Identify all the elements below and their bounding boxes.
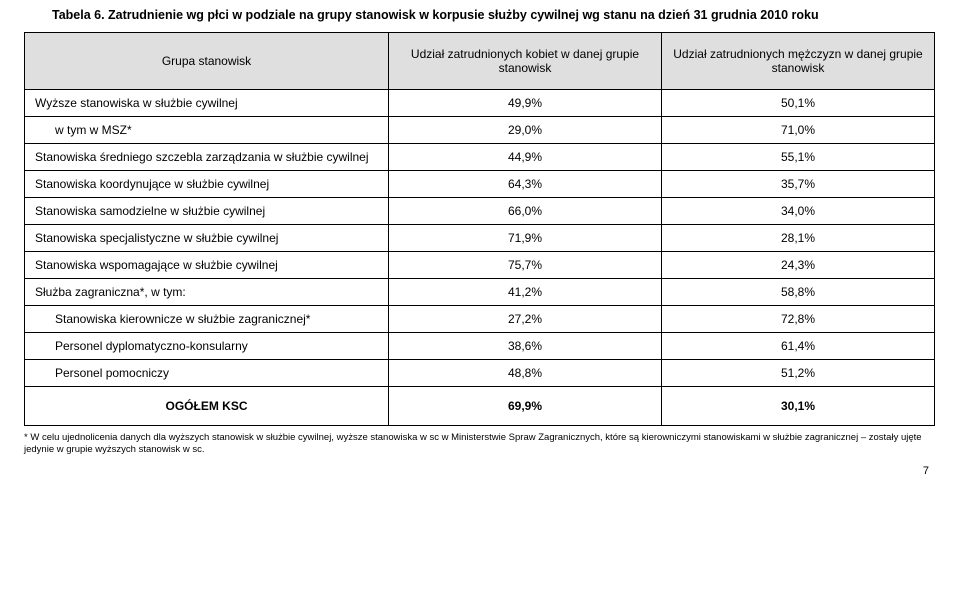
- row-label: Stanowiska wspomagające w służbie cywiln…: [25, 252, 389, 279]
- row-label: Wyższe stanowiska w służbie cywilnej: [25, 90, 389, 117]
- page-number: 7: [24, 465, 935, 477]
- header-col-group: Grupa stanowisk: [25, 33, 389, 90]
- total-label: OGÓŁEM KSC: [25, 387, 389, 426]
- table-row: Stanowiska średniego szczebla zarządzani…: [25, 144, 935, 171]
- table-row: Personel dyplomatyczno-konsularny38,6%61…: [25, 333, 935, 360]
- row-value-men: 55,1%: [662, 144, 935, 171]
- row-label: Stanowiska kierownicze w służbie zagrani…: [25, 306, 389, 333]
- row-value-women: 64,3%: [389, 171, 662, 198]
- table-row: Wyższe stanowiska w służbie cywilnej49,9…: [25, 90, 935, 117]
- row-label: Stanowiska specjalistyczne w służbie cyw…: [25, 225, 389, 252]
- table-total-row: OGÓŁEM KSC69,9%30,1%: [25, 387, 935, 426]
- row-label: Stanowiska średniego szczebla zarządzani…: [25, 144, 389, 171]
- table-title: Tabela 6. Zatrudnienie wg płci w podzial…: [24, 8, 935, 22]
- row-value-men: 24,3%: [662, 252, 935, 279]
- row-label: Stanowiska koordynujące w służbie cywiln…: [25, 171, 389, 198]
- row-value-women: 29,0%: [389, 117, 662, 144]
- total-value-women: 69,9%: [389, 387, 662, 426]
- row-value-women: 49,9%: [389, 90, 662, 117]
- row-value-men: 58,8%: [662, 279, 935, 306]
- row-value-men: 61,4%: [662, 333, 935, 360]
- row-value-men: 35,7%: [662, 171, 935, 198]
- row-value-men: 72,8%: [662, 306, 935, 333]
- page-container: Tabela 6. Zatrudnienie wg płci w podzial…: [0, 0, 959, 477]
- row-value-men: 71,0%: [662, 117, 935, 144]
- footnote-text: * W celu ujednolicenia danych dla wyższy…: [24, 432, 935, 456]
- total-value-men: 30,1%: [662, 387, 935, 426]
- row-label: Służba zagraniczna*, w tym:: [25, 279, 389, 306]
- row-label: Personel pomocniczy: [25, 360, 389, 387]
- row-value-women: 75,7%: [389, 252, 662, 279]
- row-label: Stanowiska samodzielne w służbie cywilne…: [25, 198, 389, 225]
- table-row: Stanowiska koordynujące w służbie cywiln…: [25, 171, 935, 198]
- header-col-women: Udział zatrudnionych kobiet w danej grup…: [389, 33, 662, 90]
- row-value-women: 66,0%: [389, 198, 662, 225]
- table-header-row: Grupa stanowisk Udział zatrudnionych kob…: [25, 33, 935, 90]
- employment-table: Grupa stanowisk Udział zatrudnionych kob…: [24, 32, 935, 426]
- table-row: Stanowiska samodzielne w służbie cywilne…: [25, 198, 935, 225]
- row-value-women: 41,2%: [389, 279, 662, 306]
- row-value-men: 51,2%: [662, 360, 935, 387]
- row-value-women: 27,2%: [389, 306, 662, 333]
- table-row: Służba zagraniczna*, w tym:41,2%58,8%: [25, 279, 935, 306]
- row-value-women: 48,8%: [389, 360, 662, 387]
- table-row: w tym w MSZ*29,0%71,0%: [25, 117, 935, 144]
- table-row: Personel pomocniczy48,8%51,2%: [25, 360, 935, 387]
- row-label: Personel dyplomatyczno-konsularny: [25, 333, 389, 360]
- header-col-men: Udział zatrudnionych mężczyzn w danej gr…: [662, 33, 935, 90]
- table-row: Stanowiska wspomagające w służbie cywiln…: [25, 252, 935, 279]
- row-value-men: 34,0%: [662, 198, 935, 225]
- row-value-women: 44,9%: [389, 144, 662, 171]
- table-body: Wyższe stanowiska w służbie cywilnej49,9…: [25, 90, 935, 426]
- row-value-women: 71,9%: [389, 225, 662, 252]
- row-value-men: 50,1%: [662, 90, 935, 117]
- row-value-women: 38,6%: [389, 333, 662, 360]
- table-row: Stanowiska specjalistyczne w służbie cyw…: [25, 225, 935, 252]
- row-value-men: 28,1%: [662, 225, 935, 252]
- table-row: Stanowiska kierownicze w służbie zagrani…: [25, 306, 935, 333]
- row-label: w tym w MSZ*: [25, 117, 389, 144]
